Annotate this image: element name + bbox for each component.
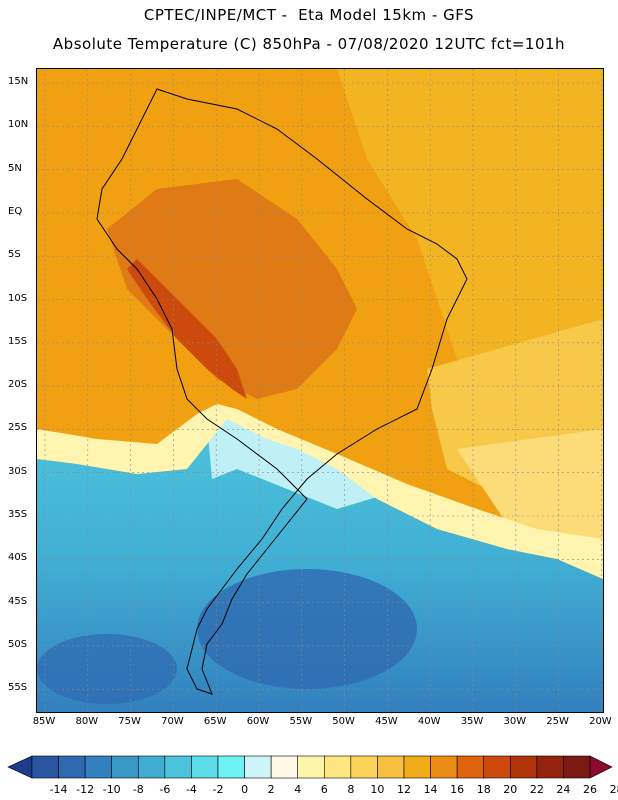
lon-label-85w: 85W: [32, 716, 56, 727]
colorbar-box: [191, 755, 219, 779]
hot-andes: [127, 259, 247, 399]
cold-air-mass: [37, 419, 603, 712]
colorbar-label: -6: [159, 783, 171, 796]
colorbar-label: 2: [267, 783, 275, 796]
colorbar-box: [323, 755, 352, 779]
colorbar-label: 10: [370, 783, 385, 796]
lon-label-70w: 70W: [161, 716, 184, 727]
colorbar-arrow-low: [7, 755, 33, 779]
lon-label-30w: 30W: [503, 716, 527, 727]
colorbar-label: 18: [476, 783, 491, 796]
colorbar-box: [58, 755, 86, 779]
lat-label-15n: 15N: [8, 76, 29, 87]
colorbar-label: -8: [132, 783, 144, 796]
colorbar-label: -2: [212, 783, 224, 796]
lat-label-55s: 55S: [8, 682, 28, 694]
colorbar-box: [350, 755, 378, 779]
temp-band-12: [457, 429, 603, 539]
lat-label-eq: EQ: [8, 205, 23, 217]
colorbar-box: [536, 755, 564, 779]
colorbar-box: [244, 755, 272, 779]
colorbar-label: 22: [529, 783, 544, 796]
lon-label-65w: 65W: [203, 716, 227, 727]
colorbar-box: [509, 755, 538, 779]
temperature-map: [36, 68, 604, 713]
south-america-coastline: [96, 88, 468, 695]
lat-label-50s: 50S: [8, 638, 28, 650]
lat-label-15s: 15S: [8, 335, 28, 347]
cold-core: [197, 569, 417, 689]
lon-label-60w: 60W: [246, 716, 270, 727]
colorbar-box: [483, 755, 511, 779]
lat-label-20s: 20S: [8, 379, 28, 391]
cold-core-west: [37, 634, 177, 704]
colorbar-label: 16: [450, 783, 465, 796]
lon-label-25w: 25W: [546, 716, 569, 727]
colorbar-label: -10: [102, 783, 121, 796]
lon-label-80w: 80W: [75, 716, 99, 727]
colorbar-label: 8: [347, 783, 355, 796]
colorbar-box: [84, 755, 113, 779]
colorbar-label: 24: [556, 783, 571, 796]
colorbar-label: 4: [294, 783, 302, 796]
temp-band-8: [37, 404, 603, 579]
lat-label-10n: 10N: [8, 119, 29, 131]
lat-label-45s: 45S: [8, 595, 28, 607]
lon-label-50w: 50W: [332, 716, 355, 727]
colorbar-label: 12: [397, 783, 411, 796]
lon-label-45w: 45W: [375, 716, 398, 727]
map-canvas: [37, 69, 603, 712]
lat-label-40s: 40S: [8, 552, 28, 564]
map-title: CPTEC/INPE/MCT - Eta Model 15km - GFS: [143, 6, 475, 24]
colorbar-label: 0: [241, 783, 249, 796]
lon-label-55w: 55W: [289, 716, 313, 727]
lon-label-40w: 40W: [417, 716, 441, 727]
lat-label-35s: 35S: [8, 509, 28, 520]
temp-band-16: [337, 69, 603, 389]
colorbar-box: [377, 755, 405, 779]
lat-label-5s: 5S: [8, 249, 21, 261]
colorbar-label: 6: [320, 783, 328, 796]
colorbar-label: 26: [583, 783, 597, 796]
colorbar-arrow-high: [589, 755, 613, 779]
map-subtitle: Absolute Temperature (C) 850hPa - 07/08/…: [52, 35, 566, 53]
lat-label-10s: 10S: [8, 292, 28, 304]
colorbar-box: [111, 755, 139, 779]
lon-label-75w: 75W: [118, 716, 141, 727]
lon-label-35w: 35W: [460, 716, 484, 727]
colorbar-label: -14: [49, 783, 68, 796]
colorbar-box: [270, 755, 299, 779]
colorbar-label: -4: [185, 783, 197, 796]
colorbar-box: [297, 755, 325, 779]
colorbar-label: 20: [503, 783, 518, 796]
warm-interior: [107, 179, 357, 399]
colorbar-label: -12: [76, 783, 95, 796]
colorbar-box: [456, 755, 485, 779]
lat-label-30s: 30S: [8, 465, 28, 477]
colorbar-box: [563, 755, 591, 779]
colorbar-box: [31, 755, 59, 779]
temp-band-4: [207, 414, 387, 509]
color-scale: [7, 755, 613, 779]
colorbar-label: 14: [423, 783, 438, 796]
colorbar-box: [217, 755, 245, 779]
colorbar-box: [164, 755, 192, 779]
colorbar-label: 28: [609, 783, 618, 796]
colorbar-box: [403, 755, 431, 779]
graticule: [37, 69, 603, 712]
lat-label-5n: 5N: [8, 162, 22, 174]
lon-label-20w: 20W: [589, 716, 612, 727]
lat-label-25s: 25S: [8, 422, 28, 434]
colorbar-box: [430, 755, 458, 779]
colorbar-box: [137, 755, 166, 779]
